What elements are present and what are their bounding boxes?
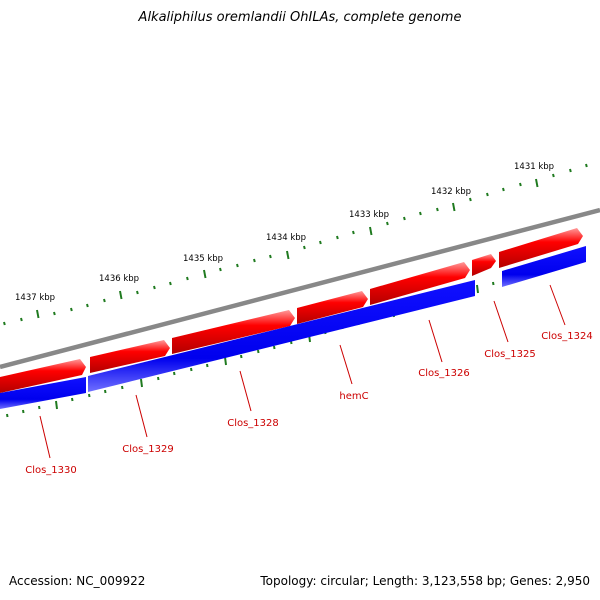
reverse-strand — [0, 246, 586, 409]
axis-label: 1431 kbp — [514, 162, 554, 172]
gene-label: Clos_1324 — [541, 331, 593, 342]
forward-strand — [0, 228, 583, 393]
gene-arrow-reverse — [0, 377, 86, 409]
genome-backbone — [0, 207, 600, 370]
axis-label: 1434 kbp — [266, 233, 306, 243]
gene-arrow-reverse — [88, 280, 475, 392]
axis-label: 1435 kbp — [183, 254, 223, 264]
gene-labels: Clos_1324 Clos_1325 Clos_1326 hemC Clos_… — [25, 331, 593, 476]
gene-arrow-forward — [172, 310, 295, 354]
gene-label: Clos_1330 — [25, 465, 77, 476]
axis-label: 1433 kbp — [349, 210, 389, 220]
axis-label: 1432 kbp — [431, 187, 471, 197]
gene-arrow-reverse — [502, 246, 586, 287]
gene-label: Clos_1328 — [227, 418, 279, 429]
gene-label: Clos_1325 — [484, 349, 536, 360]
gene-arrow-forward — [499, 228, 583, 268]
accession-text: Accession: NC_009922 — [9, 574, 146, 588]
outer-tick-row — [3, 163, 588, 326]
axis-label: 1437 kbp — [15, 293, 55, 303]
gene-label: Clos_1326 — [418, 368, 470, 379]
gene-arrow-forward — [370, 262, 470, 305]
axis-label: 1436 kbp — [99, 274, 139, 284]
gene-label: hemC — [339, 391, 368, 402]
axis-labels: 1431 kbp 1432 kbp 1433 kbp 1434 kbp 1435… — [15, 162, 554, 303]
gene-arrow-forward — [0, 359, 86, 393]
genome-summary-text: Topology: circular; Length: 3,123,558 bp… — [260, 574, 590, 588]
gene-arrow-forward — [90, 340, 170, 373]
map-title: Alkaliphilus oremlandii OhILAs, complete… — [138, 10, 462, 25]
gene-label-leaders — [39, 284, 566, 459]
gene-arrow-forward — [297, 291, 368, 324]
gene-arrow-forward — [472, 254, 496, 276]
gene-label: Clos_1329 — [122, 444, 174, 455]
